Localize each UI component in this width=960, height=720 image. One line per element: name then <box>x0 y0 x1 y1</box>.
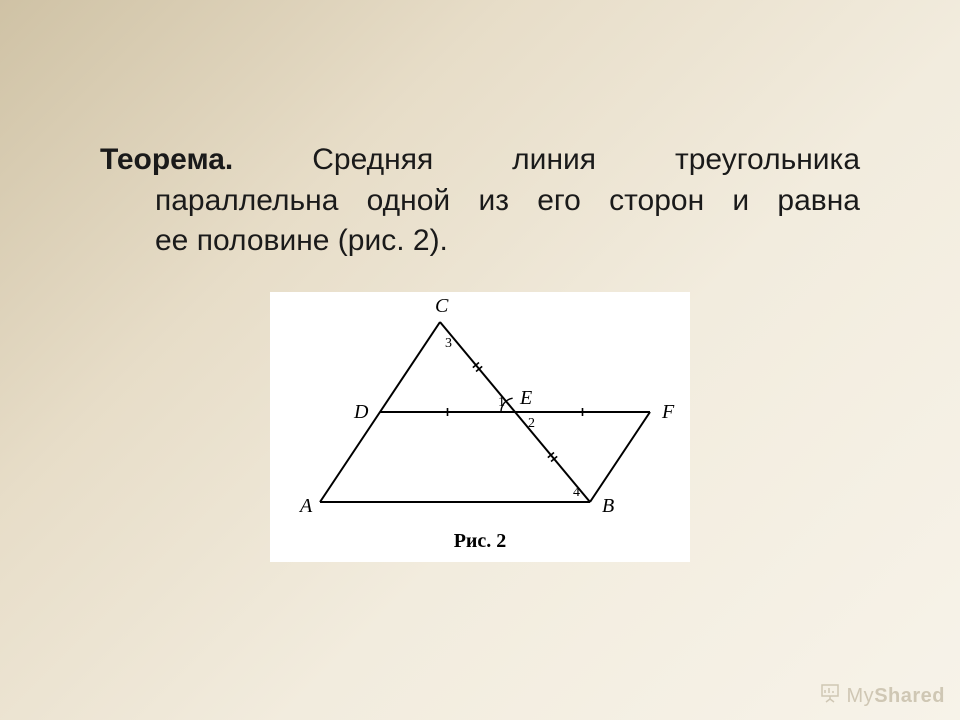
svg-text:D: D <box>353 401 369 423</box>
svg-text:3: 3 <box>445 336 452 351</box>
theorem-text: Теорема. Средняя линия треугольника пара… <box>100 140 860 262</box>
svg-text:E: E <box>519 387 532 409</box>
theorem-label: Теорема. <box>100 143 233 176</box>
figure-svg: A B C D E F 3 1 2 4 Рис. 2 <box>270 292 690 562</box>
svg-text:2: 2 <box>528 416 535 431</box>
theorem-line1-rest: Средняя линия треугольника <box>312 143 860 176</box>
watermark-bold: Shared <box>874 685 945 707</box>
svg-text:F: F <box>661 401 675 423</box>
presentation-icon <box>819 682 841 710</box>
watermark-prefix: My <box>847 685 875 707</box>
svg-text:B: B <box>602 495 614 517</box>
watermark: MyShared <box>819 682 945 710</box>
svg-text:1: 1 <box>498 395 505 410</box>
svg-text:4: 4 <box>573 485 580 500</box>
svg-text:A: A <box>298 495 313 517</box>
svg-text:C: C <box>435 295 449 317</box>
theorem-line2: параллельна одной из его сторон и равна <box>155 181 860 222</box>
theorem-line3: ее половине (рис. 2). <box>155 221 860 262</box>
svg-text:Рис. 2: Рис. 2 <box>454 530 507 552</box>
geometry-figure: A B C D E F 3 1 2 4 Рис. 2 <box>270 292 690 562</box>
